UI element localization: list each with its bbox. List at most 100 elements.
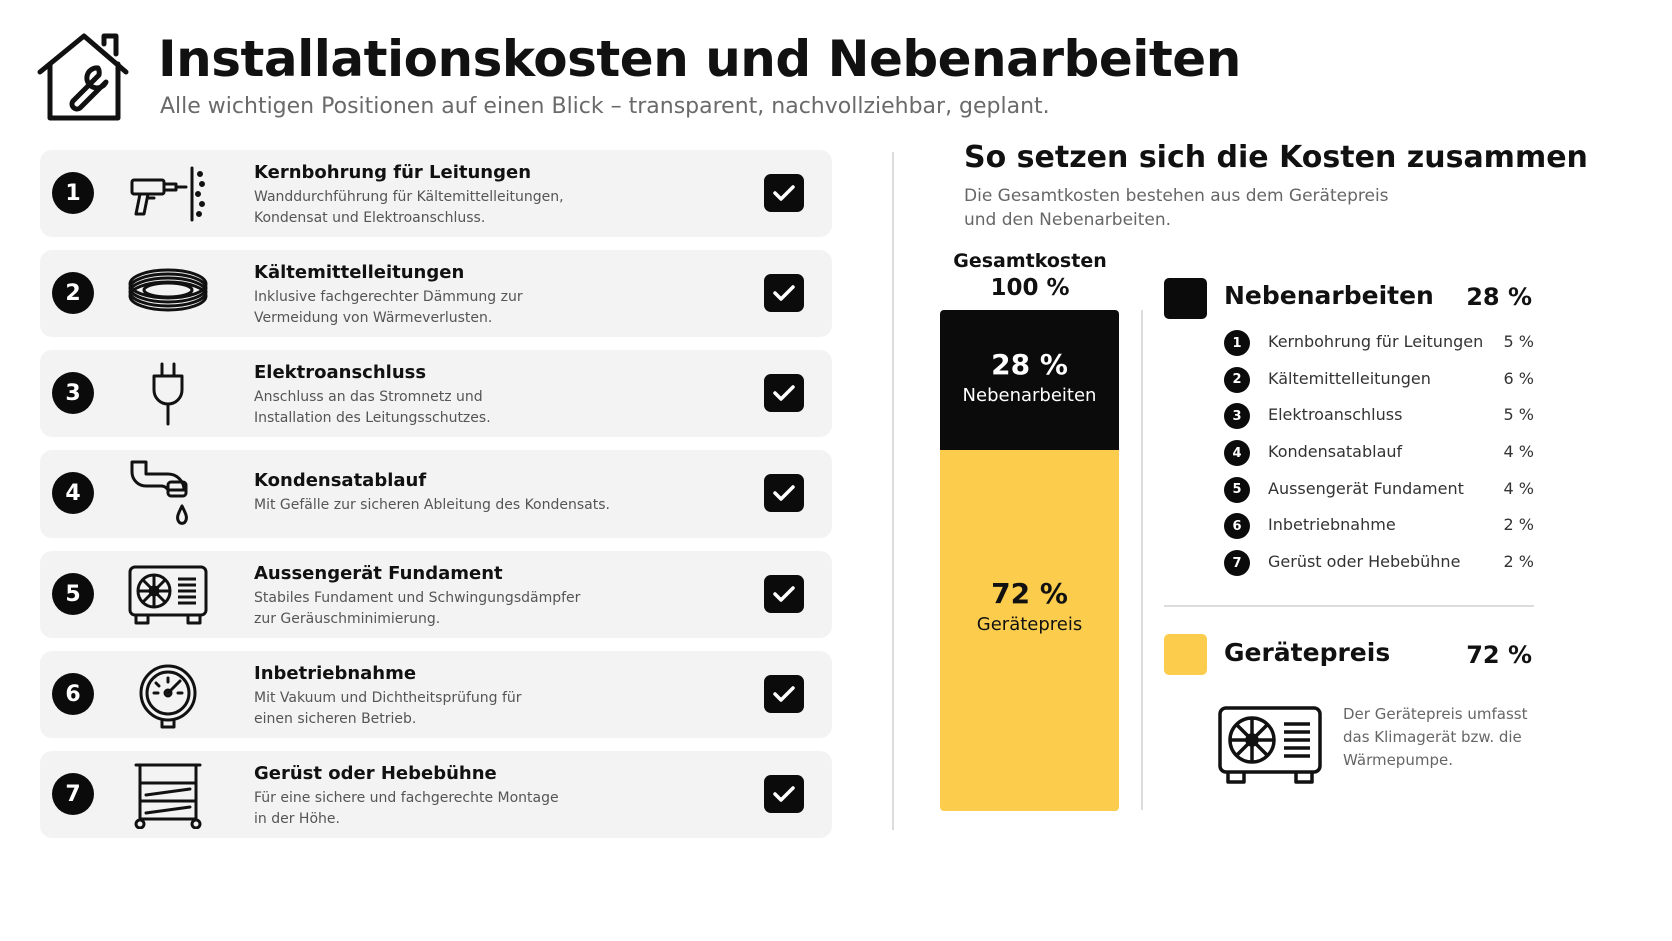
plug-icon [152,362,184,426]
breakdown-row: 6 Inbetriebnahme 2 % [1224,511,1534,548]
item-description: Stabiles Fundament und Schwingungsdämpfe… [254,590,581,627]
check-icon [773,485,795,501]
drill-icon [130,166,205,222]
list-item: 6 Inbetriebnahme Mit Vakuum und Dichthei… [40,651,832,738]
item-title: Kältemittelleitungen [254,262,465,283]
breakdown-label: Kondensatablauf [1268,442,1403,462]
breakdown-number: 1 [1224,330,1250,356]
item-number: 4 [52,472,94,514]
legend-pct-nebenarbeiten: 28 % [1466,283,1532,311]
stacked-bar-chart: 28 % Nebenarbeiten 72 % Gerätepreis [940,310,1119,811]
item-description: Anschluss an das Stromnetz und Installat… [254,389,491,426]
item-number: 5 [52,573,94,615]
legend-swatch-nebenarbeiten [1164,278,1207,319]
house-wrench-icon [37,33,129,121]
breakdown-number: 5 [1224,476,1250,503]
breakdown-pct: 2 % [1503,515,1534,535]
segment-label: 28 % Nebenarbeiten [940,348,1119,406]
check-icon [773,285,795,301]
breakdown-row: 3 Elektroanschluss 5 % [1224,401,1534,438]
item-number: 2 [52,272,94,314]
check-icon [773,185,795,201]
geraetepreis-note: Der Gerätepreis umfasst das Klimagerät b… [1343,705,1528,769]
item-title: Kondensatablauf [254,470,427,491]
cost-items-list: 1 Kernbohrung für Leitungen Wanddurchfüh… [40,150,832,851]
scaffold-icon [134,763,202,829]
breakdown-label: Kernbohrung für Leitungen [1268,332,1484,351]
page-subtitle: Alle wichtigen Positionen auf einen Blic… [160,94,1050,119]
breakdown-list: 1 Kernbohrung für Leitungen 5 % 2 Kältem… [1224,328,1534,585]
checkbox-checked[interactable] [764,775,804,813]
legend-label-nebenarbeiten: Nebenarbeiten [1224,281,1434,310]
breakdown-row: 5 Aussengerät Fundament 4 % [1224,475,1534,512]
check-icon [773,586,795,602]
drain-pipe-icon [130,460,188,525]
total-label: Gesamtkosten [953,250,1107,272]
item-title: Aussengerät Fundament [254,563,503,584]
header: Installationskosten und Nebenarbeiten Al… [36,26,1241,126]
breakdown-pct: 5 % [1503,332,1534,351]
breakdown-pct: 2 % [1503,552,1534,572]
bar-segment-nebenarbeiten: 28 % Nebenarbeiten [940,310,1119,451]
breakdown-pct: 6 % [1503,368,1534,388]
item-description: Inklusive fachgerechter Dämmung zur Verm… [254,289,523,326]
breakdown-number: 6 [1224,513,1250,540]
breakdown-pct: 5 % [1503,405,1534,425]
legend-swatch-geraetepreis [1164,634,1207,675]
item-number: 1 [52,172,94,214]
horizontal-divider [1164,605,1534,607]
segment-value-label: 28 % [991,348,1068,382]
breakdown-number: 7 [1224,550,1250,577]
breakdown-row: 1 Kernbohrung für Leitungen 5 % [1224,328,1534,365]
item-title: Elektroanschluss [254,362,427,383]
breakdown-label: Gerüst oder Hebebühne [1268,552,1461,572]
breakdown-pct: 4 % [1503,442,1534,462]
breakdown-pct: 4 % [1503,478,1534,498]
breakdown-row: 2 Kältemittelleitungen 6 % [1224,365,1534,402]
check-icon [773,686,795,702]
outdoor-unit-icon [128,565,208,625]
legend-pct-geraetepreis: 72 % [1466,641,1532,669]
list-item: 2 Kältemittelleitungen Inklusive fachger… [40,250,832,337]
breakdown-label: Kältemittelleitungen [1268,368,1431,388]
legend-label-geraetepreis: Gerätepreis [1224,638,1391,667]
list-item: 4 Kondensatablauf Mit Gefälle zur sicher… [40,450,832,538]
list-item: 5 Aussengerät Fundament Stabiles Fundame… [40,551,832,638]
checkbox-checked[interactable] [764,274,804,312]
checkbox-checked[interactable] [764,474,804,512]
breakdown-number: 4 [1224,440,1250,467]
item-description: Mit Gefälle zur sicheren Ableitung des K… [254,497,610,513]
checkbox-checked[interactable] [764,575,804,613]
segment-name-label: Gerätepreis [976,613,1083,635]
item-number: 6 [52,673,94,715]
list-item: 3 Elektroanschluss Anschluss an das Stro… [40,350,832,437]
breakdown-row: 7 Gerüst oder Hebebühne 2 % [1224,548,1534,585]
breakdown-row: 4 Kondensatablauf 4 % [1224,438,1534,475]
checkbox-checked[interactable] [764,374,804,412]
total-value: 100 % [990,275,1070,301]
summary-title: So setzen sich die Kosten zusammen [964,140,1588,175]
segment-value-label: 72 % [991,576,1068,610]
bar-header: Gesamtkosten 100 % [940,250,1120,301]
item-title: Gerüst oder Hebebühne [254,763,497,784]
pressure-gauge-icon [139,664,197,729]
checkbox-checked[interactable] [764,675,804,713]
coiled-pipe-icon [128,268,208,312]
breakdown-number: 2 [1224,366,1250,393]
list-item: 1 Kernbohrung für Leitungen Wanddurchfüh… [40,150,832,237]
item-title: Inbetriebnahme [254,663,417,684]
item-description: Wanddurchführung für Kältemittelleitunge… [254,189,564,226]
vertical-divider [892,152,894,830]
item-number: 3 [52,372,94,414]
segment-name-label: Nebenarbeiten [962,385,1097,407]
breakdown-label: Elektroanschluss [1268,405,1403,425]
checkbox-checked[interactable] [764,174,804,212]
item-title: Kernbohrung für Leitungen [254,162,532,183]
vertical-divider [1141,310,1143,810]
page-title: Installationskosten und Nebenarbeiten [158,30,1241,88]
item-number: 7 [52,773,94,815]
breakdown-number: 3 [1224,403,1250,430]
check-icon [773,786,795,802]
item-description: Mit Vakuum und Dichtheitsprüfung für ein… [254,690,522,727]
breakdown-label: Inbetriebnahme [1268,515,1396,535]
